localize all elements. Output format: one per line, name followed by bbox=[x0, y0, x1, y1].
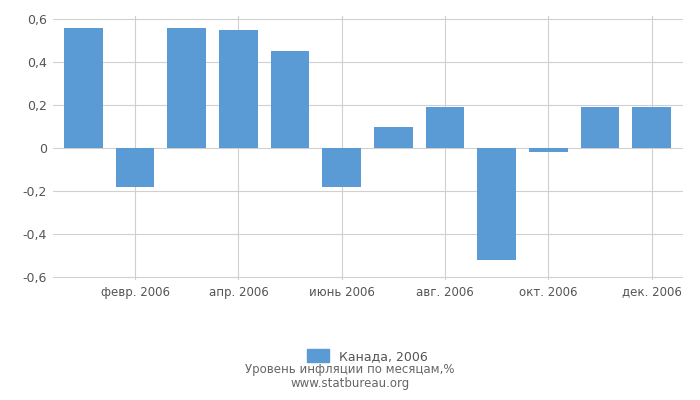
Bar bbox=[322, 148, 361, 187]
Bar bbox=[580, 107, 620, 148]
Text: Уровень инфляции по месяцам,%: Уровень инфляции по месяцам,% bbox=[245, 364, 455, 376]
Bar bbox=[167, 28, 206, 148]
Bar bbox=[64, 28, 103, 148]
Text: www.statbureau.org: www.statbureau.org bbox=[290, 377, 410, 390]
Bar bbox=[529, 148, 568, 152]
Bar bbox=[426, 107, 464, 148]
Bar bbox=[219, 30, 258, 148]
Bar bbox=[116, 148, 155, 187]
Bar bbox=[632, 107, 671, 148]
Bar bbox=[374, 126, 413, 148]
Legend: Канада, 2006: Канада, 2006 bbox=[302, 344, 433, 368]
Bar bbox=[477, 148, 516, 260]
Bar bbox=[271, 52, 309, 148]
